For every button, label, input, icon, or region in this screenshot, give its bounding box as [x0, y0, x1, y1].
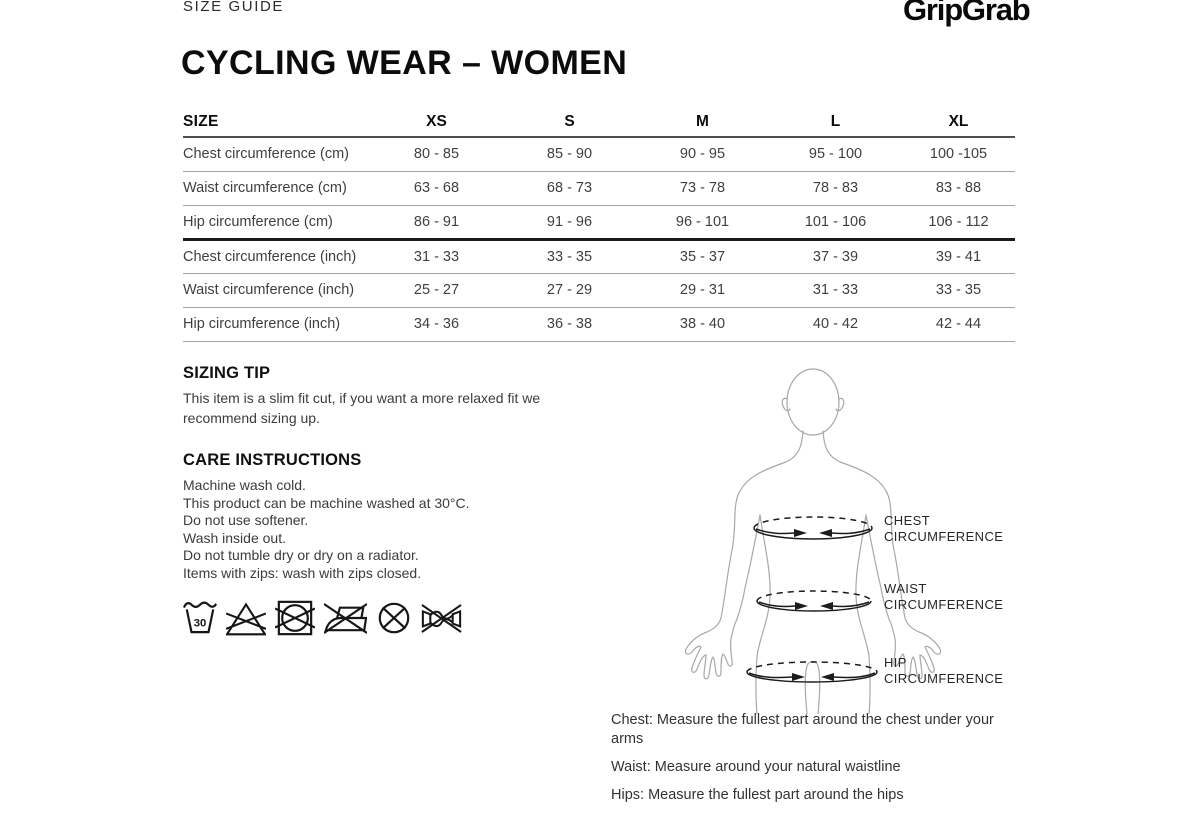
care-line: Do not tumble dry or dry on a radiator.: [183, 547, 419, 563]
size-cell: 27 - 29: [503, 273, 636, 308]
svg-text:30: 30: [194, 617, 207, 629]
size-cell: 35 - 37: [636, 239, 769, 274]
row-label: Chest circumference (inch): [183, 239, 370, 274]
row-label: Hip circumference (inch): [183, 307, 370, 342]
size-cell: 106 - 112: [902, 205, 1015, 241]
waist-circumference-label: WAIST CIRCUMFERENCE: [884, 581, 1003, 613]
column-header-s: S: [503, 108, 636, 138]
size-cell: 34 - 36: [370, 307, 503, 342]
size-cell: 96 - 101: [636, 205, 769, 241]
size-cell: 36 - 38: [503, 307, 636, 342]
care-instructions-list: Machine wash cold. This product can be m…: [183, 477, 623, 582]
chest-circumference-label: CHEST CIRCUMFERENCE: [884, 513, 1003, 545]
label-line: WAIST: [884, 581, 927, 596]
size-cell: 33 - 35: [902, 273, 1015, 308]
table-row: Chest circumference (inch) 31 - 33 33 - …: [183, 239, 1015, 274]
care-line: Machine wash cold.: [183, 477, 306, 493]
size-cell: 40 - 42: [769, 307, 902, 342]
measurement-descriptions: Chest: Measure the fullest part around t…: [611, 711, 1027, 814]
care-icons: 30: [183, 597, 462, 637]
body-measurement-figure: [684, 368, 942, 714]
size-cell: 101 - 106: [769, 205, 902, 241]
care-line: Do not use softener.: [183, 512, 309, 528]
size-cell: 31 - 33: [370, 239, 503, 274]
do-not-tumble-dry-icon: [275, 600, 315, 636]
size-cell: 25 - 27: [370, 273, 503, 308]
label-line: CIRCUMFERENCE: [884, 597, 1004, 612]
size-cell: 39 - 41: [902, 239, 1015, 274]
brand-logo: GripGrab: [903, 0, 1031, 27]
size-cell: 80 - 85: [370, 137, 503, 172]
do-not-iron-icon: [324, 603, 367, 634]
label-line: CIRCUMFERENCE: [884, 529, 1004, 544]
care-line: Items with zips: wash with zips closed.: [183, 564, 422, 581]
row-label: Waist circumference (inch): [183, 273, 370, 308]
page-title: CYCLING WEAR – WOMEN: [181, 44, 628, 82]
size-table-header-row: SIZE XS S M L XL: [183, 108, 1015, 138]
column-header-l: L: [769, 108, 902, 138]
size-cell: 91 - 96: [503, 205, 636, 241]
waist-description: Waist: Measure around your natural waist…: [611, 759, 901, 775]
label-line: CIRCUMFERENCE: [884, 671, 1004, 686]
table-row: Hip circumference (inch) 34 - 36 36 - 38…: [183, 307, 1015, 342]
size-guide-label: SIZE GUIDE: [183, 0, 285, 15]
row-label: Chest circumference (cm): [183, 137, 370, 172]
size-cell: 95 - 100: [769, 137, 902, 172]
table-row: Waist circumference (cm) 63 - 68 68 - 73…: [183, 171, 1015, 206]
measurement-marks: [746, 516, 878, 683]
do-not-dry-clean-icon: [378, 602, 410, 634]
sizing-tip-text: This item is a slim fit cut, if you want…: [183, 390, 541, 426]
table-row: Chest circumference (cm) 80 - 85 85 - 90…: [183, 137, 1015, 172]
size-cell: 31 - 33: [769, 273, 902, 308]
size-cell: 42 - 44: [902, 307, 1015, 342]
care-line: Wash inside out.: [183, 529, 286, 546]
do-not-wring-icon: [421, 604, 462, 633]
column-header-xl: XL: [902, 108, 1015, 138]
size-cell: 100 -105: [902, 137, 1015, 172]
column-header-m: M: [636, 108, 769, 138]
size-cell: 78 - 83: [769, 171, 902, 206]
row-label: Hip circumference (cm): [183, 205, 370, 241]
hips-description: Hips: Measure the fullest part around th…: [611, 787, 904, 803]
size-cell: 37 - 39: [769, 239, 902, 274]
wash-30-icon: 30: [183, 601, 217, 634]
size-cell: 73 - 78: [636, 171, 769, 206]
care-instructions-heading: CARE INSTRUCTIONS: [183, 451, 362, 469]
chest-description: Chest: Measure the fullest part around t…: [611, 712, 994, 747]
size-cell: 38 - 40: [636, 307, 769, 342]
do-not-bleach-icon: [226, 602, 266, 636]
care-line: This product can be machine washed at 30…: [183, 494, 470, 511]
column-header-xs: XS: [370, 108, 503, 138]
size-cell: 68 - 73: [503, 171, 636, 206]
size-table: SIZE XS S M L XL Chest circumference (cm…: [183, 108, 1015, 342]
label-line: HIP: [884, 655, 907, 670]
size-cell: 90 - 95: [636, 137, 769, 172]
body-outline: [684, 368, 942, 714]
table-row: Waist circumference (inch) 25 - 27 27 - …: [183, 273, 1015, 308]
size-cell: 86 - 91: [370, 205, 503, 241]
column-header-size: SIZE: [183, 108, 370, 138]
size-cell: 29 - 31: [636, 273, 769, 308]
label-line: CHEST: [884, 513, 931, 528]
table-row: Hip circumference (cm) 86 - 91 91 - 96 9…: [183, 205, 1015, 241]
hip-circumference-label: HIP CIRCUMFERENCE: [884, 655, 1003, 687]
size-cell: 85 - 90: [503, 137, 636, 172]
size-cell: 63 - 68: [370, 171, 503, 206]
size-cell: 83 - 88: [902, 171, 1015, 206]
row-label: Waist circumference (cm): [183, 171, 370, 206]
size-cell: 33 - 35: [503, 239, 636, 274]
sizing-tip-heading: SIZING TIP: [183, 364, 271, 382]
